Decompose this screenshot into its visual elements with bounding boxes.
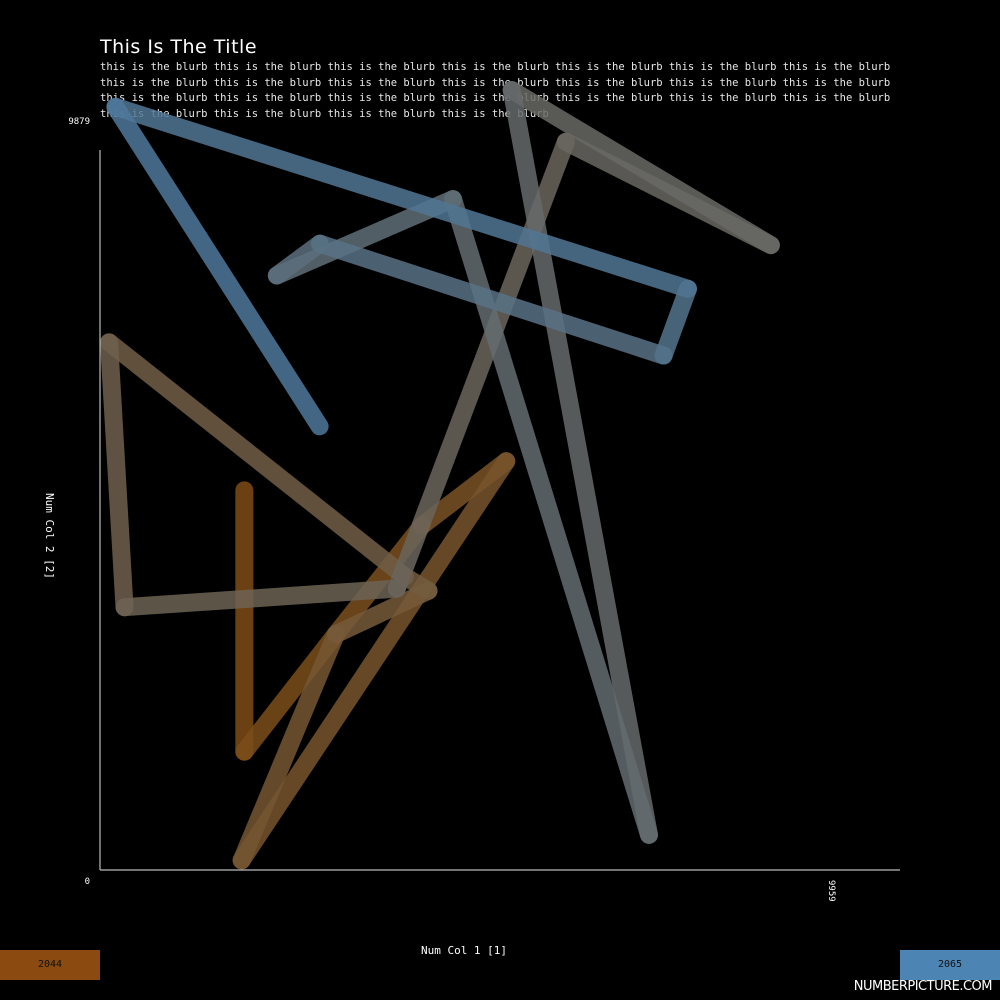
line-segment-19 [654, 279, 697, 365]
x-tick-label-max: 9959 [826, 880, 836, 902]
chart-title: This Is The Title [100, 36, 258, 58]
legend-max-label: 2065 [937, 959, 963, 970]
line-segment-5 [232, 625, 345, 870]
line-segment-14 [502, 81, 659, 844]
y-tick-label-min: 0 [85, 877, 90, 887]
line-segment-10 [115, 579, 406, 617]
line-segment-9 [100, 333, 134, 617]
y-axis-label: Num Col 2 [2] [43, 493, 56, 579]
line-segment-21 [106, 97, 329, 436]
legend-min-swatch: 2044 [0, 950, 100, 980]
line-segment-20 [106, 97, 697, 298]
line-segment-6 [326, 581, 438, 644]
line-segment-18 [310, 234, 673, 365]
line-segment-13 [502, 81, 780, 255]
line-segment-8 [100, 333, 414, 586]
brand-logo: NUMBERPICTURE.COM [853, 979, 993, 994]
series-segments [100, 81, 780, 870]
legend-max-swatch: 2065 [900, 950, 1000, 980]
y-tick-label-max: 9879 [68, 117, 90, 127]
x-axis-label: Num Col 1 [1] [421, 944, 507, 957]
legend-min-label: 2044 [37, 959, 63, 970]
chart-blurb: this is the blurb this is the blurb this… [100, 61, 891, 120]
line-segment-4 [232, 452, 516, 870]
